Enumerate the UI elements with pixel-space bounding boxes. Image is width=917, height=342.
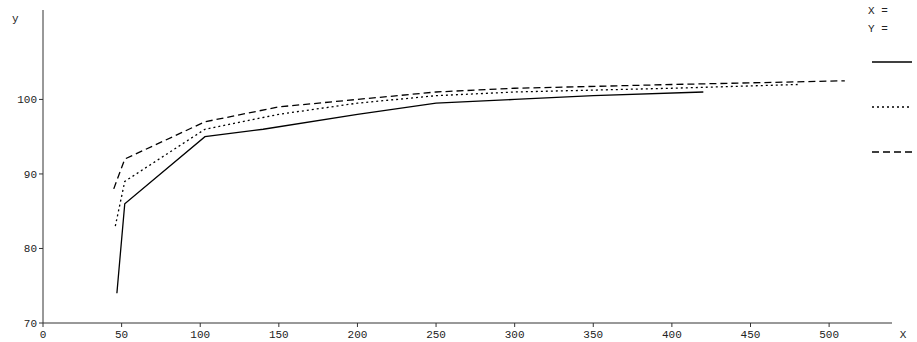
x-tick bbox=[593, 323, 594, 327]
y-axis bbox=[43, 10, 44, 323]
x-tick bbox=[43, 323, 44, 327]
x-axis bbox=[43, 323, 892, 324]
annotation: X = bbox=[868, 5, 888, 17]
x-tick bbox=[829, 323, 830, 327]
y-tick bbox=[39, 323, 43, 324]
x-tick-label: 100 bbox=[190, 329, 210, 341]
series-line bbox=[117, 92, 703, 293]
x-tick-label: 450 bbox=[741, 329, 761, 341]
y-tick bbox=[39, 248, 43, 249]
x-tick-label: 0 bbox=[40, 329, 47, 341]
y-tick bbox=[39, 99, 43, 100]
y-tick-label: 80 bbox=[24, 243, 37, 255]
y-tick-label: 70 bbox=[24, 318, 37, 330]
x-tick bbox=[357, 323, 358, 327]
plot-area bbox=[114, 81, 845, 293]
x-tick bbox=[514, 323, 515, 327]
y-tick-label: 90 bbox=[24, 169, 37, 181]
y-axis-label: y bbox=[12, 13, 19, 25]
chart: 70 80 90 100 0 50 100 150 200 250 300 350 400 450 500 y… bbox=[0, 0, 917, 342]
x-axis-label: X bbox=[900, 329, 907, 341]
x-tick bbox=[121, 323, 122, 327]
x-tick-label: 150 bbox=[269, 329, 289, 341]
series-line bbox=[115, 85, 797, 227]
x-tick-label: 500 bbox=[819, 329, 839, 341]
x-tick bbox=[671, 323, 672, 327]
y-tick-label: 100 bbox=[17, 94, 37, 106]
annotation: Y = bbox=[868, 23, 888, 35]
x-tick-label: 300 bbox=[505, 329, 525, 341]
series-line bbox=[114, 81, 845, 189]
x-tick bbox=[750, 323, 751, 327]
x-tick bbox=[278, 323, 279, 327]
x-tick-label: 200 bbox=[348, 329, 368, 341]
legend-swatch bbox=[872, 151, 912, 152]
x-tick bbox=[200, 323, 201, 327]
y-tick bbox=[39, 173, 43, 174]
x-tick bbox=[436, 323, 437, 327]
legend-swatch bbox=[872, 61, 912, 62]
x-tick-label: 250 bbox=[426, 329, 446, 341]
x-tick-label: 400 bbox=[662, 329, 682, 341]
x-tick-label: 350 bbox=[583, 329, 603, 341]
x-tick-label: 50 bbox=[115, 329, 128, 341]
legend-swatch bbox=[872, 106, 912, 107]
